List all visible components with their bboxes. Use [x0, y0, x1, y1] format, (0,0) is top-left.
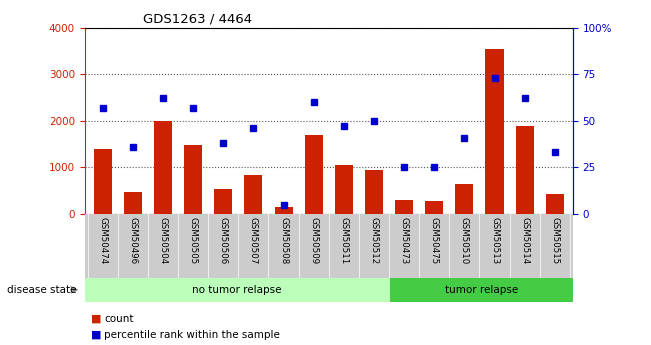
Bar — [94, 149, 112, 214]
Text: GSM50514: GSM50514 — [520, 217, 529, 264]
Text: GSM50515: GSM50515 — [550, 217, 559, 264]
Text: disease state: disease state — [7, 285, 76, 295]
Text: GSM50511: GSM50511 — [339, 217, 348, 264]
Bar — [335, 165, 353, 214]
Text: GSM50513: GSM50513 — [490, 217, 499, 264]
Text: GSM50475: GSM50475 — [430, 217, 439, 264]
Text: GSM50473: GSM50473 — [400, 217, 409, 264]
Text: GSM50505: GSM50505 — [189, 217, 198, 264]
Text: GSM50507: GSM50507 — [249, 217, 258, 264]
Text: GSM50512: GSM50512 — [370, 217, 378, 264]
Bar — [124, 191, 142, 214]
Bar — [395, 200, 413, 214]
Text: ■: ■ — [91, 330, 102, 339]
Bar — [390, 278, 573, 302]
Text: GSM50496: GSM50496 — [128, 217, 137, 264]
Text: GSM50474: GSM50474 — [98, 217, 107, 264]
Text: GSM50510: GSM50510 — [460, 217, 469, 264]
Bar — [365, 170, 383, 214]
Text: GDS1263 / 4464: GDS1263 / 4464 — [143, 12, 253, 26]
Bar — [425, 201, 443, 214]
Bar — [455, 184, 473, 214]
Bar — [85, 278, 390, 302]
Bar — [275, 207, 292, 214]
Bar — [244, 175, 262, 214]
Text: no tumor relapse: no tumor relapse — [193, 285, 282, 295]
Text: count: count — [104, 314, 133, 324]
Text: GSM50504: GSM50504 — [158, 217, 167, 264]
Text: GSM50506: GSM50506 — [219, 217, 228, 264]
Text: tumor relapse: tumor relapse — [445, 285, 518, 295]
Bar — [516, 126, 534, 214]
Text: ■: ■ — [91, 314, 102, 324]
Text: percentile rank within the sample: percentile rank within the sample — [104, 330, 280, 339]
Bar — [214, 189, 232, 214]
Bar — [184, 145, 202, 214]
Bar — [154, 121, 172, 214]
Bar — [546, 194, 564, 214]
Text: GSM50508: GSM50508 — [279, 217, 288, 264]
Bar — [305, 135, 323, 214]
Bar — [486, 49, 504, 214]
Text: GSM50509: GSM50509 — [309, 217, 318, 264]
